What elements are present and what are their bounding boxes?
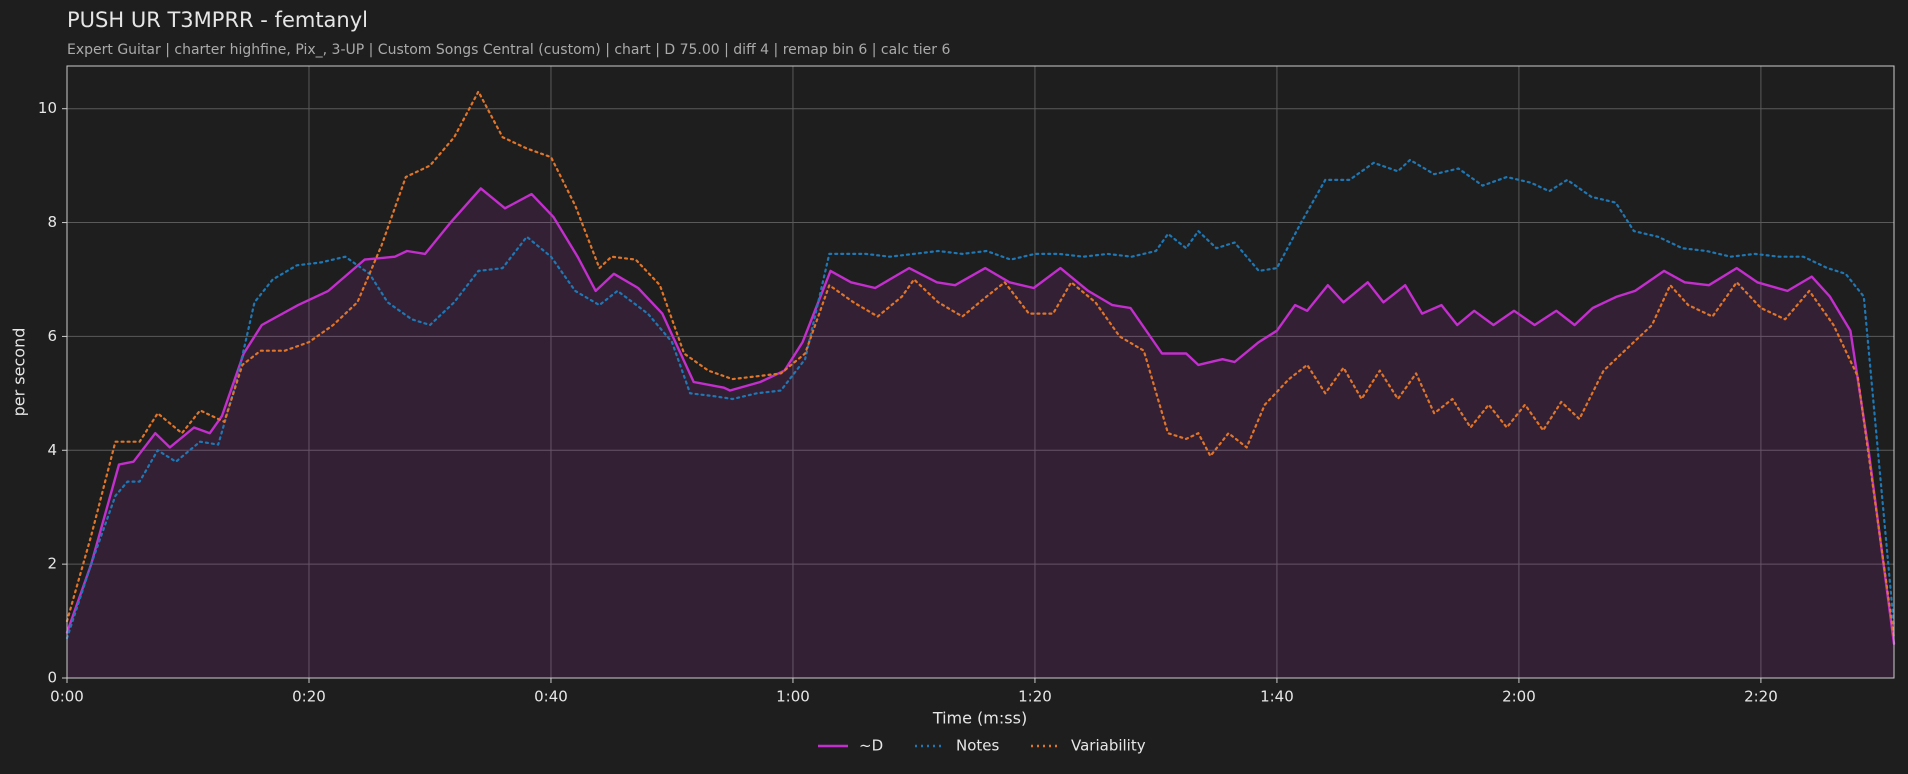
area xyxy=(67,188,1894,678)
line xyxy=(65,90,1896,640)
y-tick-label: 8 xyxy=(47,213,57,231)
y-axis-label: per second xyxy=(10,328,29,417)
y-tick-label: 2 xyxy=(47,555,57,573)
plot-frame xyxy=(66,65,1895,679)
legend-label: Variability xyxy=(1071,737,1146,755)
chart-title: PUSH UR T3MPRR - femtanyl xyxy=(67,8,368,32)
x-tick-label: 1:20 xyxy=(1018,688,1052,706)
y-tick-label: 4 xyxy=(47,441,57,459)
line xyxy=(65,158,1896,640)
x-tick-label: 1:40 xyxy=(1260,688,1294,706)
x-tick-label: 0:00 xyxy=(50,688,84,706)
x-tick-label: 0:20 xyxy=(292,688,326,706)
line xyxy=(65,187,1896,645)
y-tick-label: 10 xyxy=(38,99,57,117)
x-tick-label: 0:40 xyxy=(534,688,568,706)
y-tick-label: 6 xyxy=(47,327,57,345)
y-tick-label: 0 xyxy=(47,669,57,687)
x-tick-label: 1:00 xyxy=(776,688,810,706)
legend-label: Notes xyxy=(956,737,1000,755)
x-tick-label: 2:20 xyxy=(1744,688,1778,706)
x-tick-label: 2:00 xyxy=(1502,688,1536,706)
chart-subtitle: Expert Guitar | charter highfine, Pix_, … xyxy=(67,42,950,58)
legend-label: ~D xyxy=(859,737,883,755)
x-axis-label: Time (m:ss) xyxy=(932,709,1027,728)
